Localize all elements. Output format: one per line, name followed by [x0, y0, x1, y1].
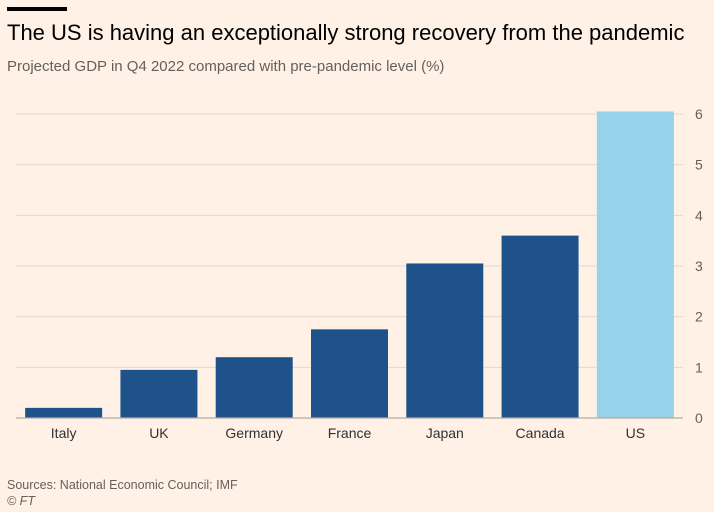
x-tick-label: Germany — [225, 425, 283, 441]
y-tick-label: 0 — [695, 410, 703, 426]
y-tick-label: 6 — [695, 106, 703, 122]
x-tick-label: Japan — [426, 425, 464, 441]
x-tick-label: Canada — [516, 425, 565, 441]
chart-subtitle: Projected GDP in Q4 2022 compared with p… — [7, 58, 445, 75]
x-tick-label: UK — [149, 425, 169, 441]
brand-bar — [7, 7, 67, 11]
copyright-note: © FT — [7, 494, 35, 508]
bar-uk — [120, 369, 198, 418]
y-tick-label: 5 — [695, 157, 703, 173]
source-note: Sources: National Economic Council; IMF — [7, 478, 238, 492]
bar-japan — [406, 263, 484, 418]
bar-italy — [25, 407, 103, 418]
bar-canada — [501, 235, 579, 418]
x-tick-label: Italy — [51, 425, 77, 441]
bar-us — [596, 111, 674, 418]
y-tick-label: 3 — [695, 258, 703, 274]
chart-title: The US is having an exceptionally strong… — [7, 20, 685, 45]
bar-france — [311, 329, 388, 418]
x-tick-label: France — [328, 425, 372, 441]
y-tick-label: 4 — [695, 207, 703, 223]
bar-germany — [215, 357, 293, 418]
y-tick-label: 1 — [695, 359, 703, 375]
x-tick-label: US — [626, 425, 645, 441]
y-tick-label: 2 — [695, 309, 703, 325]
